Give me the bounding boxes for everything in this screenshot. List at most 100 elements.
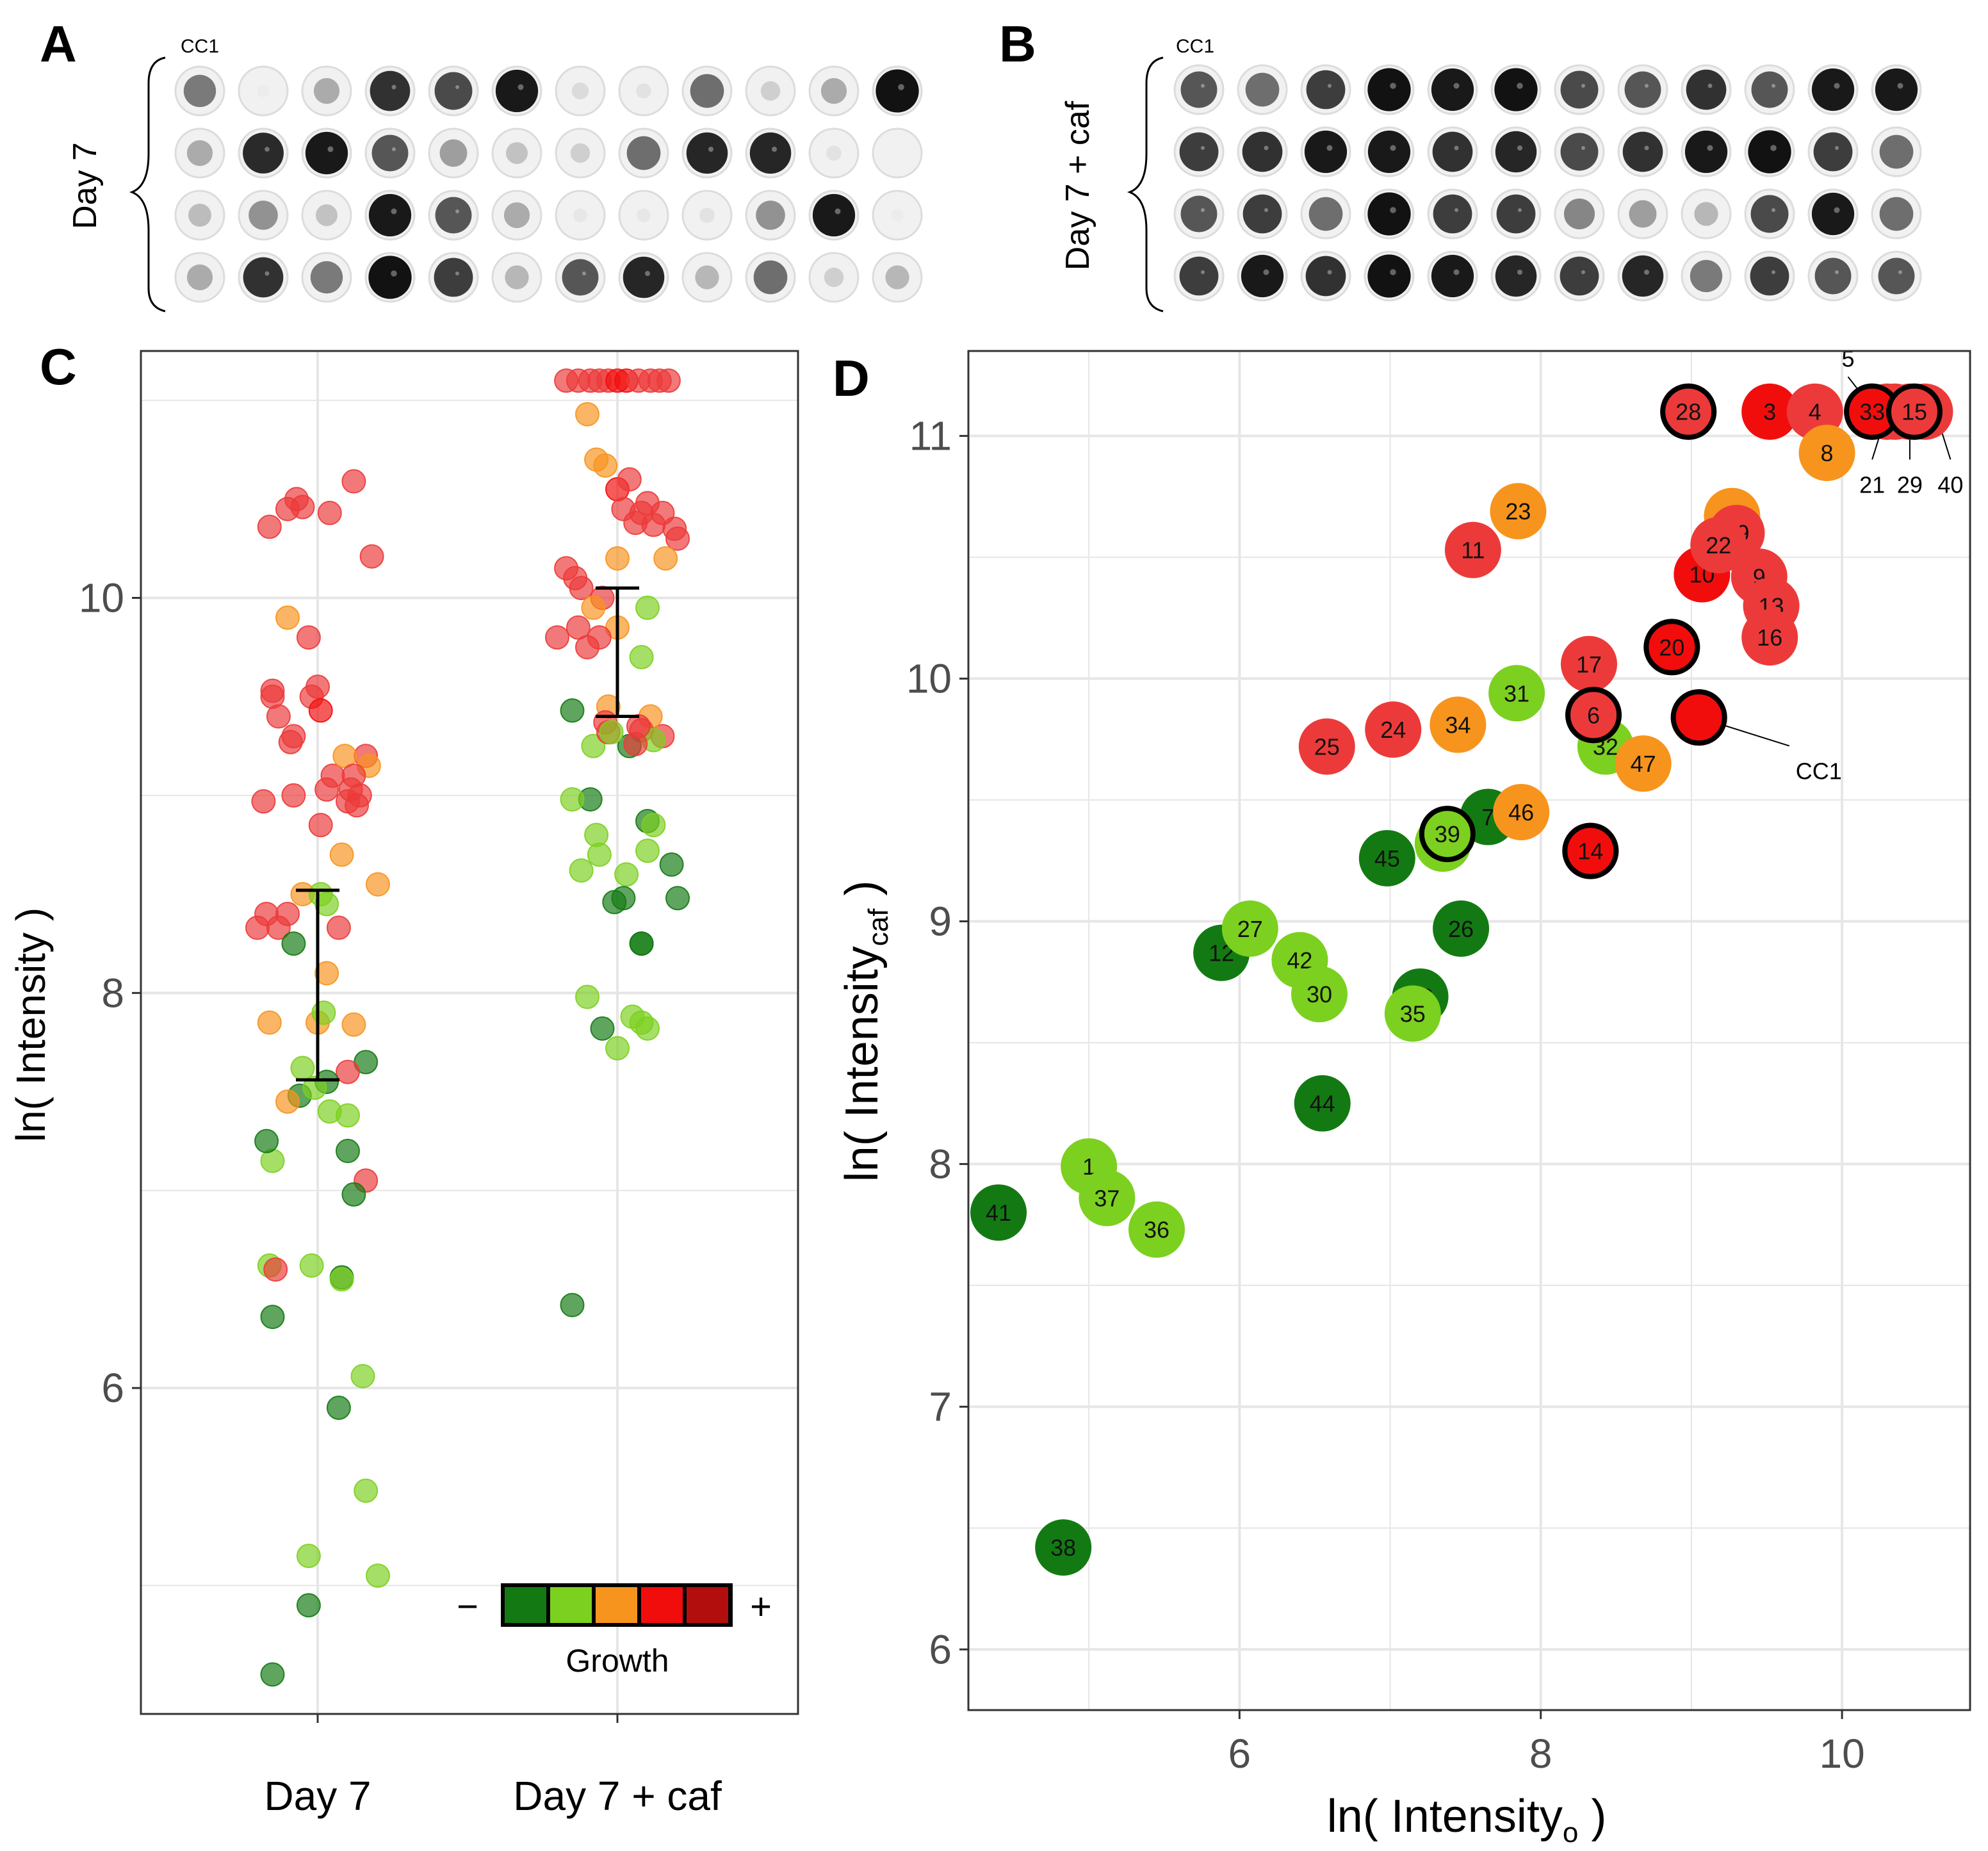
legend-swatch bbox=[596, 1587, 637, 1623]
panel-c-data-point bbox=[314, 961, 339, 986]
panel-d-y-tick-label: 8 bbox=[929, 1141, 952, 1187]
panel-d-point-label: 27 bbox=[1237, 916, 1263, 942]
panel-c-data-point bbox=[629, 931, 654, 956]
colony-spot bbox=[505, 265, 529, 289]
panel-c-data-point bbox=[366, 872, 390, 897]
panel-d-point-marker bbox=[1291, 966, 1348, 1023]
panel-c-data-point bbox=[266, 704, 291, 729]
panel-c-data-point bbox=[635, 838, 660, 863]
panel-d-point-label: 26 bbox=[1448, 916, 1474, 942]
colony-spot bbox=[1431, 254, 1474, 298]
colony-spot bbox=[1879, 197, 1914, 231]
colony-highlight bbox=[898, 84, 904, 90]
colony-spot bbox=[1306, 70, 1346, 110]
panel-d-point-label: 24 bbox=[1380, 717, 1406, 743]
colony-highlight bbox=[1263, 269, 1269, 275]
panel-c-data-point bbox=[354, 1478, 379, 1503]
panel-c-data-point bbox=[590, 1016, 615, 1041]
panel-c-data-point bbox=[260, 1305, 285, 1330]
colony-spot bbox=[186, 264, 213, 291]
panel-d-point-label: 46 bbox=[1508, 799, 1534, 826]
panel-d-point-marker bbox=[1565, 687, 1622, 744]
panel-c-data-point bbox=[251, 789, 276, 814]
panel-d-point-marker bbox=[1741, 383, 1798, 440]
panel-c-data-point bbox=[311, 1000, 336, 1025]
panel-d-point-marker bbox=[1643, 619, 1700, 676]
colony-spot bbox=[1304, 130, 1348, 174]
panel-c-data-point bbox=[341, 763, 366, 788]
panel-d-point-marker bbox=[1741, 609, 1798, 666]
panel-c-data-point bbox=[275, 605, 300, 630]
panel-d-point-label: 11 bbox=[1461, 537, 1485, 564]
panel-c-data-point bbox=[290, 1056, 315, 1080]
panel-c-data-point bbox=[581, 595, 606, 620]
panel-d-points: 4138137361227423044254524183572392634114… bbox=[970, 383, 1953, 1576]
colony-highlight bbox=[1201, 270, 1205, 274]
panel-d-point-label: 8 bbox=[1821, 440, 1834, 466]
panel-d-point-marker bbox=[1670, 689, 1727, 746]
panel-c-data-point bbox=[641, 512, 666, 537]
panel-d-y-axis-title: ln( Intensitycaf ) bbox=[836, 881, 894, 1182]
panel-c-data-point bbox=[545, 625, 569, 650]
legend-plus: + bbox=[750, 1586, 772, 1627]
colony-highlight bbox=[455, 209, 459, 213]
colony-highlight bbox=[1517, 270, 1522, 275]
panel-c-data-point bbox=[629, 645, 654, 670]
colony-spot bbox=[1811, 68, 1855, 111]
panel-c-data-point bbox=[275, 496, 300, 521]
panel-c-data-point bbox=[254, 1129, 279, 1154]
colony-highlight bbox=[517, 84, 524, 90]
colony-spot bbox=[368, 193, 412, 237]
panel-d-point: 39 bbox=[1419, 806, 1476, 863]
panel-d-point-marker bbox=[1886, 383, 1943, 440]
panel-c-data-point bbox=[341, 469, 366, 494]
colony-spot bbox=[435, 197, 472, 234]
panel-c-x-tick-label: Day 7 bbox=[264, 1773, 371, 1819]
colony-spot bbox=[495, 69, 539, 113]
colony-spot bbox=[1245, 72, 1280, 107]
colony-highlight bbox=[1201, 84, 1205, 88]
colony-spot bbox=[313, 77, 340, 104]
panel-d-point-marker bbox=[1384, 985, 1441, 1042]
legend-title: Growth bbox=[566, 1643, 669, 1679]
colony-highlight bbox=[265, 271, 270, 276]
panel-d-point: 17 bbox=[1560, 635, 1617, 692]
panel-c-data-point bbox=[336, 1139, 360, 1164]
panel-d-point-marker bbox=[1430, 696, 1487, 753]
panel-b-brace bbox=[1127, 56, 1164, 313]
colony-highlight bbox=[1328, 84, 1332, 88]
panel-a-brace bbox=[129, 56, 166, 313]
panel-c-error-bars bbox=[296, 586, 639, 1082]
x-title-main: ln( Intensity bbox=[1327, 1791, 1563, 1842]
panel-d-point: 11 bbox=[1444, 521, 1501, 578]
legend-swatches bbox=[501, 1583, 733, 1627]
colony-spot bbox=[1686, 69, 1727, 110]
panel-c-y-axis-title: ln( Intensity ) bbox=[8, 908, 54, 1142]
panel-d-point: 47 bbox=[1615, 735, 1672, 792]
colony-spot bbox=[1433, 194, 1472, 234]
panel-a-label: A bbox=[40, 15, 77, 72]
panel-c-data-point bbox=[575, 984, 599, 1009]
panel-d-point: 28 bbox=[1660, 383, 1717, 440]
colony-spot bbox=[1629, 200, 1657, 228]
panel-d-point-marker bbox=[1660, 383, 1717, 440]
colony-highlight bbox=[1772, 84, 1775, 88]
colony-spot bbox=[1179, 256, 1219, 296]
panel-c-data-point bbox=[336, 1103, 360, 1128]
panel-d-point: 22 bbox=[1690, 517, 1747, 574]
colony-highlight bbox=[1834, 207, 1840, 213]
panel-d-callout-label: 29 bbox=[1897, 471, 1923, 498]
panel-c-data-point bbox=[336, 1059, 360, 1084]
y-title-end: ) bbox=[836, 881, 888, 909]
colony-highlight bbox=[1517, 83, 1523, 89]
panel-d-point: 36 bbox=[1128, 1201, 1185, 1258]
colony-spot bbox=[1875, 68, 1918, 111]
panel-d-x-tick-label: 8 bbox=[1529, 1731, 1552, 1777]
colony-highlight bbox=[582, 272, 586, 275]
colony-spot bbox=[1622, 255, 1664, 297]
y-title-subscript: caf bbox=[863, 908, 894, 946]
colony-highlight bbox=[1644, 145, 1649, 151]
colony-spot bbox=[1560, 256, 1599, 296]
panel-d-point-marker bbox=[1444, 521, 1501, 578]
